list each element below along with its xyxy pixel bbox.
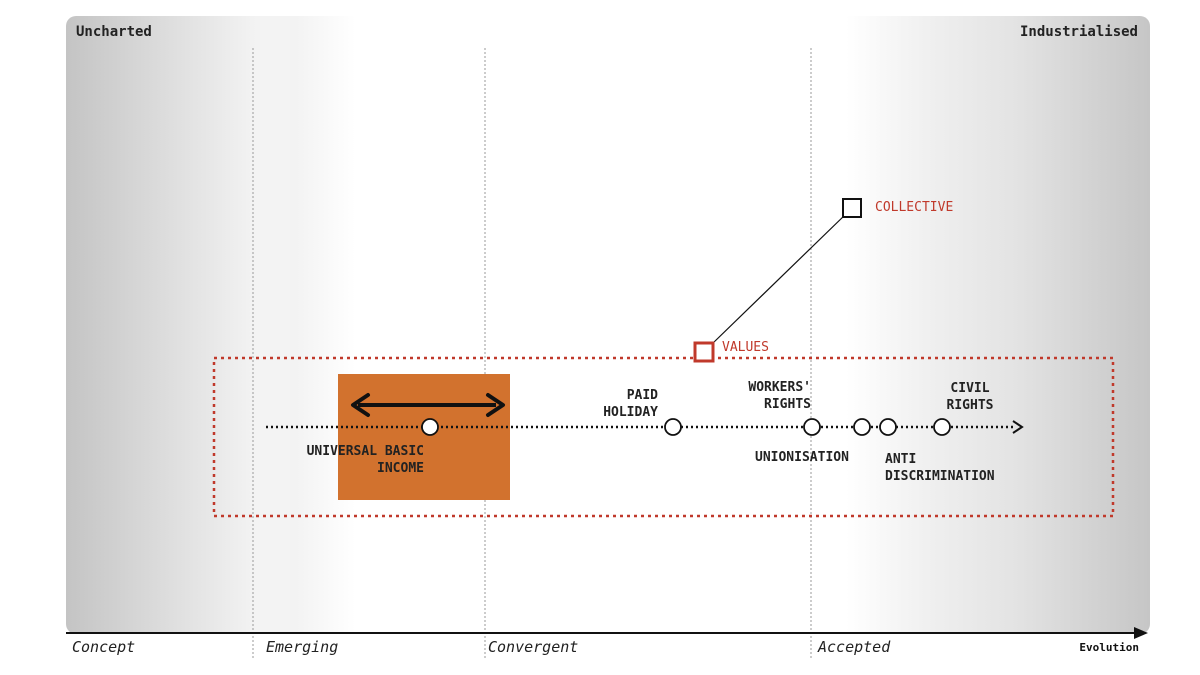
- ubi-label-line2: INCOME: [377, 461, 424, 476]
- stage-label-convergent: Convergent: [488, 638, 579, 656]
- anti-discrimination-node[interactable]: [879, 418, 897, 436]
- ubi-label: UNIVERSAL BASIC INCOME: [270, 443, 424, 477]
- anti-discrimination-label-line2: DISCRIMINATION: [885, 469, 995, 484]
- evolution-path-arrowhead: [1012, 420, 1024, 434]
- industrialised-label: Industrialised: [1019, 24, 1138, 40]
- stage-label-concept: Concept: [72, 638, 136, 656]
- workers-rights-node[interactable]: [803, 418, 821, 436]
- ubi-node[interactable]: [421, 418, 439, 436]
- stage-label-emerging: Emerging: [266, 638, 339, 656]
- link-values-collective: [711, 212, 848, 345]
- collective-label: COLLECTIVE: [875, 200, 954, 215]
- civil-rights-label: CIVIL RIGHTS: [930, 380, 1010, 414]
- uncharted-label: Uncharted: [76, 24, 152, 40]
- evolution-axis-arrowhead: [1134, 627, 1148, 639]
- ubi-arrowhead-left: [351, 393, 370, 417]
- collective-node[interactable]: [842, 198, 862, 218]
- evolution-axis-label: Evolution: [1079, 641, 1139, 654]
- paid-holiday-label-line2: HOLIDAY: [603, 405, 658, 420]
- ubi-highlight-box: [338, 374, 510, 500]
- paid-holiday-node[interactable]: [664, 418, 682, 436]
- workers-rights-label: WORKERS' RIGHTS: [716, 379, 811, 413]
- workers-rights-label-line2: RIGHTS: [764, 397, 811, 412]
- civil-rights-label-line1: CIVIL: [950, 381, 990, 396]
- values-label: VALUES: [722, 340, 769, 355]
- values-node[interactable]: [693, 341, 715, 363]
- ubi-arrowhead-right: [486, 393, 505, 417]
- unionisation-node[interactable]: [853, 418, 871, 436]
- anti-discrimination-label-line1: ANTI: [885, 452, 917, 467]
- map-area: [66, 16, 1150, 634]
- civil-rights-node[interactable]: [933, 418, 951, 436]
- unionisation-label: UNIONISATION: [755, 450, 849, 465]
- civil-rights-label-line2: RIGHTS: [946, 398, 994, 413]
- paid-holiday-label-line1: PAID: [626, 388, 658, 403]
- anti-discrimination-label: ANTI DISCRIMINATION: [885, 451, 995, 485]
- stage-label-accepted: Accepted: [818, 638, 891, 656]
- paid-holiday-label: PAID HOLIDAY: [570, 387, 658, 421]
- values-group-box: [212, 356, 1115, 518]
- ubi-label-line1: UNIVERSAL BASIC: [306, 444, 424, 459]
- workers-rights-label-line1: WORKERS': [748, 380, 811, 395]
